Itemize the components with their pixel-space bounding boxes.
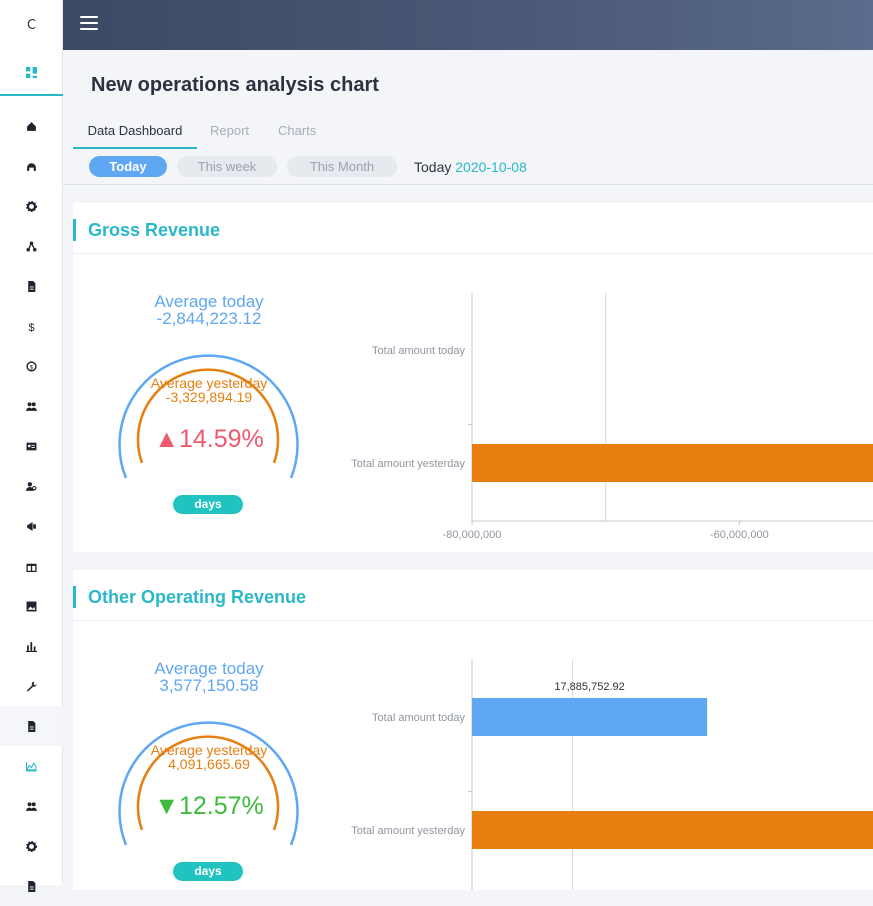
sidebar-item-document[interactable] — [0, 866, 63, 906]
period-today-button[interactable]: Today — [89, 156, 167, 177]
gauge — [118, 721, 299, 846]
change-percentage: ▲14.59% — [154, 425, 264, 453]
sidebar-item-megaphone[interactable] — [0, 506, 63, 546]
sidebar: C $ $ — [0, 0, 63, 892]
coin-icon: $ — [26, 360, 37, 372]
headset-icon — [27, 162, 36, 171]
wrench-icon — [26, 681, 37, 692]
sidebar-item-gear[interactable] — [0, 826, 63, 866]
gross-revenue-bar-chart: Total amount today Total amount yesterday… — [351, 293, 873, 541]
avg-yesterday-value: 4,091,665.69 — [168, 756, 250, 772]
sidebar-item-users[interactable] — [0, 786, 63, 826]
image-icon — [26, 601, 37, 611]
category-label: Total amount today — [372, 712, 465, 724]
card-title: Gross Revenue — [73, 219, 220, 241]
app-logo[interactable]: C — [26, 17, 37, 33]
card-divider — [73, 253, 873, 254]
sidebar-item-dollar[interactable]: $ — [0, 306, 63, 346]
sidebar-item-bar-chart[interactable] — [0, 626, 63, 666]
sidebar-item-document[interactable] — [0, 266, 63, 306]
sidebar-item-gift[interactable] — [0, 546, 63, 586]
x-tick-label: -60,000,000 — [710, 529, 769, 541]
sidebar-item-area-chart[interactable] — [0, 746, 63, 786]
dashboard-icon — [26, 66, 37, 78]
change-percentage: ▼12.57% — [154, 792, 264, 820]
tab-report[interactable]: Report — [210, 123, 250, 138]
menu-icon[interactable] — [80, 16, 98, 32]
avg-yesterday-label: Average yesterday — [150, 742, 268, 758]
gear-icon — [26, 200, 37, 212]
sidebar-item-image[interactable] — [0, 586, 63, 626]
tab-data-dashboard[interactable]: Data Dashboard — [73, 116, 197, 149]
home-icon — [27, 121, 36, 131]
gauge — [118, 354, 299, 479]
gross-revenue-card: Gross Revenue Average today -2,844,223.1… — [73, 203, 873, 552]
avg-today-label: Average today — [154, 292, 264, 311]
card-divider — [73, 620, 873, 621]
document-icon — [28, 880, 36, 892]
today-indicator: Today 2020-10-08 — [414, 159, 527, 175]
category-label: Total amount yesterday — [351, 825, 465, 837]
network-icon — [26, 240, 37, 252]
divider — [63, 184, 873, 185]
tab-charts[interactable]: Charts — [278, 123, 317, 138]
avg-yesterday-label: Average yesterday — [150, 375, 268, 391]
svg-text:$: $ — [30, 364, 34, 371]
bar-chart-icon — [26, 641, 37, 652]
x-tick-label: -80,000,000 — [443, 529, 502, 541]
sidebar-item-headset[interactable] — [0, 146, 63, 186]
period-this-month-button[interactable]: This Month — [287, 156, 397, 177]
page-title: New operations analysis chart — [91, 74, 379, 96]
sidebar-item-users[interactable] — [0, 386, 63, 426]
area-chart-icon — [26, 761, 37, 771]
svg-text:$: $ — [28, 321, 34, 331]
users-icon — [26, 801, 37, 811]
document-icon — [28, 280, 36, 292]
days-button[interactable]: days — [173, 495, 243, 514]
bar — [472, 698, 708, 736]
days-button[interactable]: days — [173, 862, 243, 881]
dollar-icon: $ — [28, 321, 34, 331]
sidebar-item-gear[interactable] — [0, 186, 63, 226]
sidebar-item-coin[interactable]: $ — [0, 346, 63, 386]
avg-today-label: Average today — [154, 659, 264, 678]
sidebar-item-user-search[interactable] — [0, 466, 63, 506]
avg-yesterday-value: -3,329,894.19 — [165, 389, 253, 405]
bar-value-label: 17,885,752.92 — [554, 681, 624, 693]
other-operating-revenue-card: Other Operating Revenue Average today 3,… — [73, 570, 873, 890]
document-icon — [28, 720, 36, 732]
other-operating-revenue-bar-chart: Total amount today 17,885,752.92 Total amo… — [351, 660, 873, 890]
sidebar-item-network[interactable] — [0, 226, 63, 266]
category-label: Total amount yesterday — [351, 458, 465, 470]
gift-icon — [26, 563, 37, 572]
bar — [472, 444, 873, 482]
sidebar-item-home[interactable] — [0, 106, 63, 146]
sidebar-item-document[interactable] — [0, 706, 63, 746]
sidebar-item-wrench[interactable] — [0, 666, 63, 706]
period-this-week-button[interactable]: This week — [177, 156, 277, 177]
avg-today-value: 3,577,150.58 — [159, 676, 259, 695]
users-icon — [26, 401, 37, 411]
category-label: Total amount today — [372, 345, 465, 357]
top-bar — [63, 0, 873, 50]
avg-today-value: -2,844,223.12 — [156, 309, 262, 328]
sidebar-item-id-card[interactable] — [0, 426, 63, 466]
user-search-icon — [26, 481, 37, 491]
sidebar-item-dashboard[interactable] — [0, 50, 63, 96]
today-date: 2020-10-08 — [455, 159, 527, 175]
id-card-icon — [26, 442, 37, 450]
today-label: Today — [414, 159, 452, 175]
card-title: Other Operating Revenue — [73, 586, 306, 608]
gear-icon — [26, 840, 37, 852]
bar — [472, 811, 873, 849]
megaphone-icon — [27, 521, 36, 531]
